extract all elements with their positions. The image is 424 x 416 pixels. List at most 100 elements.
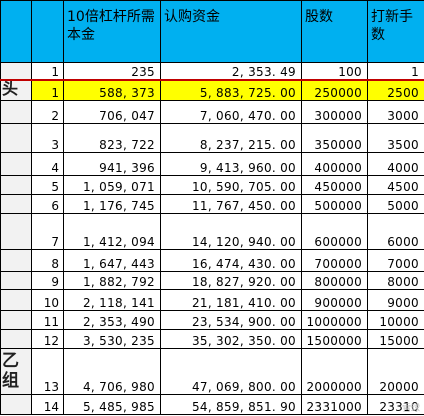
table-row: 2 706, 047 7, 060, 470. 00 300000 3000 <box>0 100 424 124</box>
group-cell <box>0 249 32 272</box>
header-lots: 打新手数 <box>367 0 424 63</box>
row-index: 14 <box>31 394 64 415</box>
fund-cell: 1, 647, 443 <box>63 249 161 272</box>
fund-cell: 2, 353, 490 <box>63 310 161 330</box>
fund-cell: 823, 722 <box>63 123 161 153</box>
table-row: 14 5, 485, 985 54, 859, 851. 90 2331000 … <box>0 394 424 415</box>
fund-cell: 588, 373 <box>63 78 161 101</box>
table-row: 12 3, 530, 235 35, 302, 350. 00 1500000 … <box>0 329 424 349</box>
group-cell <box>0 310 32 330</box>
subscribe-cell: 23, 534, 900. 00 <box>160 310 302 330</box>
row-index: 12 <box>31 329 64 349</box>
subscribe-cell: 18, 827, 920. 00 <box>160 271 302 290</box>
lots-cell: 3000 <box>367 100 424 124</box>
lots-cell: 2500 <box>367 78 424 101</box>
lots-cell: 4500 <box>367 175 424 195</box>
shares-cell: 500000 <box>301 194 368 214</box>
fund-cell: 1, 176, 745 <box>63 194 161 214</box>
table-row: 7 1, 412, 094 14, 120, 940. 00 600000 60… <box>0 213 424 250</box>
shares-cell: 300000 <box>301 100 368 124</box>
lots-cell: 15000 <box>367 329 424 349</box>
row-index: 5 <box>31 175 64 195</box>
table-row: 乙组 13 4, 706, 980 47, 069, 800. 00 20000… <box>0 348 424 395</box>
subscribe-cell: 11, 767, 450. 00 <box>160 194 302 214</box>
shares-cell: 400000 <box>301 152 368 176</box>
lots-cell: 20000 <box>367 348 424 395</box>
shares-cell: 800000 <box>301 271 368 290</box>
fund-cell: 1, 412, 094 <box>63 213 161 250</box>
subscribe-cell: 10, 590, 705. 00 <box>160 175 302 195</box>
lots-cell: 4000 <box>367 152 424 176</box>
lots-cell: 6000 <box>367 213 424 250</box>
subscribe-cell: 5, 883, 725. 00 <box>160 78 302 101</box>
table-row: 9 1, 882, 792 18, 827, 920. 00 800000 80… <box>0 271 424 290</box>
group-cell <box>0 100 32 124</box>
corner-cell <box>0 0 32 63</box>
row-index: 8 <box>31 249 64 272</box>
lots-cell: 5000 <box>367 194 424 214</box>
lots-cell: 8000 <box>367 271 424 290</box>
subscribe-cell: 54, 859, 851. 90 <box>160 394 302 415</box>
fund-cell: 1, 059, 071 <box>63 175 161 195</box>
header-row: 10倍杠杆所需本金 认购资金 股数 打新手数 <box>0 0 424 63</box>
row-index: 1 <box>31 62 64 80</box>
row-index: 3 <box>31 123 64 153</box>
shares-cell: 250000 <box>301 78 368 101</box>
row-index: 6 <box>31 194 64 214</box>
row-index: 13 <box>31 348 64 395</box>
shares-cell: 1500000 <box>301 329 368 349</box>
subscribe-cell: 14, 120, 940. 00 <box>160 213 302 250</box>
subscribe-cell: 9, 413, 960. 00 <box>160 152 302 176</box>
table-row: 1 235 2, 353. 49 100 1 <box>0 62 424 80</box>
subscribe-cell: 35, 302, 350. 00 <box>160 329 302 349</box>
fund-cell: 5, 485, 985 <box>63 394 161 415</box>
shares-cell: 450000 <box>301 175 368 195</box>
row-index: 10 <box>31 289 64 311</box>
table-row-highlight: 头 1 588, 373 5, 883, 725. 00 250000 2500 <box>0 78 424 101</box>
row-index: 9 <box>31 271 64 290</box>
header-fund: 10倍杠杆所需本金 <box>63 0 161 63</box>
header-shares: 股数 <box>301 0 368 63</box>
group-cell <box>0 271 32 290</box>
group-cell <box>0 152 32 176</box>
table-row: 4 941, 396 9, 413, 960. 00 400000 4000 <box>0 152 424 176</box>
table-row: 3 823, 722 8, 237, 215. 00 350000 3500 <box>0 123 424 153</box>
group-cell <box>0 194 32 214</box>
lots-cell: 1 <box>367 62 424 80</box>
lots-cell: 3500 <box>367 123 424 153</box>
subscribe-cell: 7, 060, 470. 00 <box>160 100 302 124</box>
group-label-b: 乙组 <box>0 348 32 395</box>
fund-cell: 706, 047 <box>63 100 161 124</box>
table-row: 8 1, 647, 443 16, 474, 430. 00 700000 70… <box>0 249 424 272</box>
fund-cell: 1, 882, 792 <box>63 271 161 290</box>
lots-cell: 7000 <box>367 249 424 272</box>
group-cell <box>0 175 32 195</box>
fund-cell: 235 <box>63 62 161 80</box>
header-index-cell <box>31 0 64 63</box>
row-index: 11 <box>31 310 64 330</box>
shares-cell: 700000 <box>301 249 368 272</box>
group-cell <box>0 289 32 311</box>
shares-cell: 600000 <box>301 213 368 250</box>
lots-cell: 10000 <box>367 310 424 330</box>
shares-cell: 2000000 <box>301 348 368 395</box>
row-index: 1 <box>31 78 64 101</box>
group-cell <box>0 123 32 153</box>
subscribe-cell: 21, 181, 410. 00 <box>160 289 302 311</box>
shares-cell: 100 <box>301 62 368 80</box>
row-index: 7 <box>31 213 64 250</box>
fund-cell: 3, 530, 235 <box>63 329 161 349</box>
shares-cell: 350000 <box>301 123 368 153</box>
lots-cell: 9000 <box>367 289 424 311</box>
table-row: 5 1, 059, 071 10, 590, 705. 00 450000 45… <box>0 175 424 195</box>
subscribe-cell: 16, 474, 430. 00 <box>160 249 302 272</box>
group-cell <box>0 394 32 415</box>
group-cell <box>0 213 32 250</box>
watermark: 雪球 <box>401 404 420 414</box>
shares-cell: 900000 <box>301 289 368 311</box>
fund-cell: 941, 396 <box>63 152 161 176</box>
table-row: 6 1, 176, 745 11, 767, 450. 00 500000 50… <box>0 194 424 214</box>
table-row: 11 2, 353, 490 23, 534, 900. 00 1000000 … <box>0 310 424 330</box>
